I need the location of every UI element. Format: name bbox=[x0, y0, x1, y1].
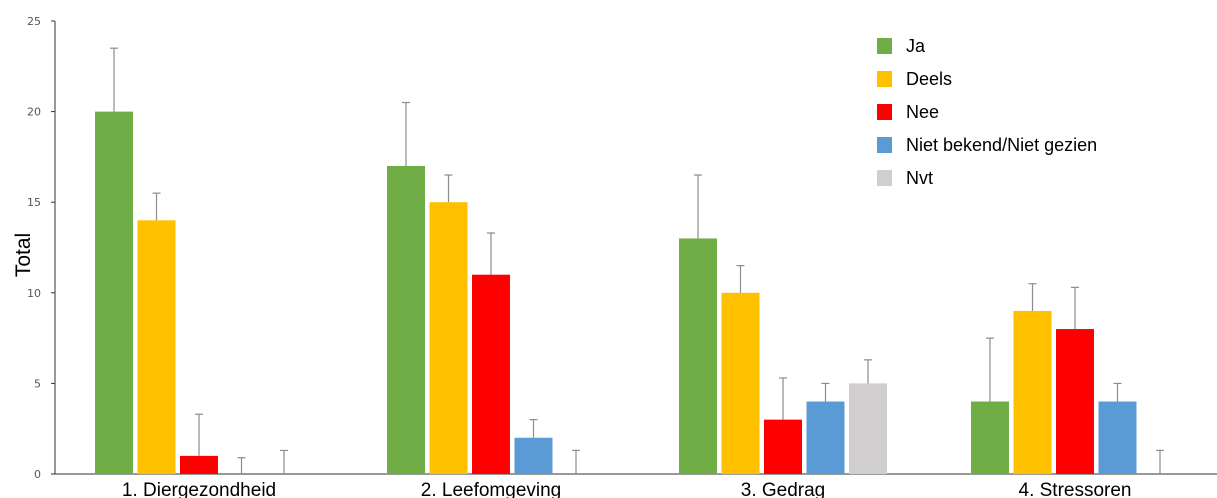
legend-label: Ja bbox=[906, 36, 926, 56]
x-category-label: 3. Gedrag bbox=[741, 480, 826, 498]
bar-ja-4 bbox=[971, 401, 1009, 474]
category-labels: 1. Diergezondheid 2. Leefomgeving 3. Gedra… bbox=[122, 480, 1132, 498]
bars bbox=[95, 111, 1137, 474]
bar-deels-4 bbox=[1013, 310, 1052, 474]
y-tick-label: 10 bbox=[27, 287, 41, 300]
y-tick-label: 25 bbox=[27, 15, 41, 28]
legend-label: Nvt bbox=[906, 168, 933, 188]
bar-niet-bekend-niet-gezien-4 bbox=[1098, 401, 1137, 474]
y-tick-label: 5 bbox=[34, 377, 41, 390]
bar-nee-4 bbox=[1056, 329, 1094, 474]
bar-ja-1 bbox=[95, 111, 133, 474]
y-axis-label: Total bbox=[12, 233, 35, 277]
x-category-label: 4. Stressoren bbox=[1019, 480, 1132, 498]
error-bars bbox=[110, 47, 1164, 474]
bar-deels-3 bbox=[721, 292, 760, 474]
legend-swatch bbox=[877, 170, 892, 186]
bar-nvt-3 bbox=[849, 383, 887, 474]
bar-ja-2 bbox=[387, 165, 425, 474]
legend-label: Nee bbox=[906, 102, 939, 122]
y-tick-label: 15 bbox=[27, 196, 41, 209]
legend-swatch bbox=[877, 71, 892, 87]
legend-swatch bbox=[877, 137, 892, 153]
bar-niet-bekend-niet-gezien-3 bbox=[806, 401, 845, 474]
legend-swatch bbox=[877, 104, 892, 120]
legend-label: Niet bekend/Niet gezien bbox=[906, 135, 1097, 155]
legend-swatch bbox=[877, 38, 892, 54]
bar-nee-3 bbox=[764, 419, 802, 474]
bar-deels-2 bbox=[429, 202, 468, 474]
x-category-label: 1. Diergezondheid bbox=[122, 480, 276, 498]
x-category-label: 2. Leefomgeving bbox=[421, 480, 562, 498]
y-tick-label: 0 bbox=[34, 468, 41, 481]
bar-niet-bekend-niet-gezien-2 bbox=[514, 437, 553, 474]
legend-label: Deels bbox=[906, 69, 952, 89]
bar-deels-1 bbox=[137, 220, 176, 474]
bar-ja-3 bbox=[679, 238, 717, 474]
legend: Ja Deels Nee Niet bekend/Niet gezien Nvt bbox=[877, 36, 1097, 188]
bar-nee-1 bbox=[180, 455, 218, 474]
bar-nee-2 bbox=[472, 274, 510, 474]
y-tick-label: 20 bbox=[27, 106, 41, 119]
y-axis: 0 5 10 15 20 25 bbox=[27, 15, 56, 481]
